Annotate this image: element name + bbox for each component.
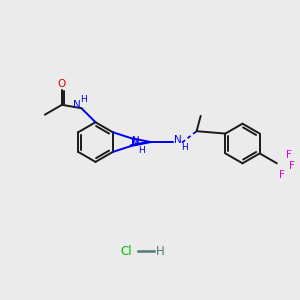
Text: N: N bbox=[130, 138, 138, 148]
Text: F: F bbox=[279, 170, 285, 180]
Text: H: H bbox=[181, 142, 188, 152]
Text: F: F bbox=[289, 161, 295, 171]
Text: H: H bbox=[80, 95, 87, 104]
Text: H: H bbox=[155, 244, 164, 258]
Text: H: H bbox=[138, 146, 145, 155]
Text: F: F bbox=[286, 150, 292, 161]
Text: N: N bbox=[73, 100, 80, 110]
Text: N: N bbox=[132, 136, 140, 146]
Text: Cl: Cl bbox=[120, 244, 132, 258]
Text: O: O bbox=[58, 79, 66, 89]
Text: N: N bbox=[174, 135, 182, 145]
